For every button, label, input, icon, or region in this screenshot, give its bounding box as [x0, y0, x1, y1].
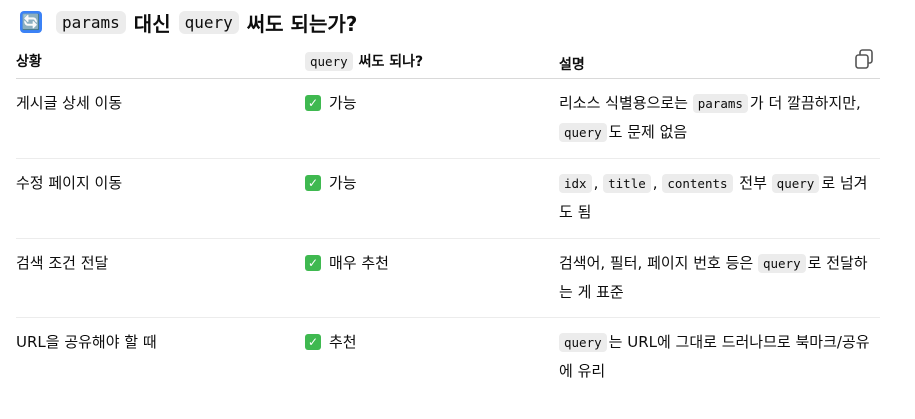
- usable-label: 매우 추천: [329, 254, 389, 272]
- heading-text-ok: 써도 되는가?: [246, 11, 358, 36]
- table-header-row: 상황 query 써도 되나? 설명: [16, 42, 880, 79]
- inline-code: query: [771, 174, 820, 193]
- inline-code: query: [559, 123, 607, 142]
- copy-icon: [855, 49, 873, 69]
- arrows-cycle-icon: 🔄: [20, 11, 42, 33]
- usable-label: 가능: [329, 94, 357, 112]
- table-row: 수정 페이지 이동 ✓ 가능 idx, title, contents 전부 quer…: [16, 159, 880, 239]
- cell-usable: ✓ 가능: [305, 172, 357, 194]
- table-row: URL을 공유해야 할 때 ✓ 추천 query 는 URL에 그대로 드러나므로 북마…: [16, 318, 880, 398]
- inline-code: contents: [662, 174, 733, 193]
- description-text: 로 넘겨도 됨: [559, 174, 868, 221]
- description-text: 도 문제 없음: [608, 123, 688, 141]
- header-usable: query 써도 되나?: [305, 51, 423, 71]
- header-situation: 상황: [16, 54, 42, 70]
- check-mark-icon: ✓: [305, 334, 321, 350]
- section-heading: 🔄 params 대신 query 써도 되는가?: [20, 7, 365, 37]
- cell-usable: ✓ 추천: [305, 331, 357, 353]
- cell-description: idx, title, contents 전부 query 로 넘겨도 됨: [559, 169, 879, 226]
- copy-table-button[interactable]: [853, 48, 875, 70]
- inline-code: params: [692, 94, 748, 113]
- description-text: 리소스 식별용으로는: [559, 94, 693, 112]
- usable-label: 추천: [329, 333, 357, 351]
- usable-label: 가능: [329, 174, 357, 192]
- cell-situation: 수정 페이지 이동: [16, 174, 123, 192]
- inline-code: query: [757, 254, 806, 273]
- header-description: 설명: [559, 57, 585, 73]
- heading-code-params: params: [56, 10, 126, 34]
- heading-code-query: query: [178, 10, 239, 34]
- cell-situation: URL을 공유해야 할 때: [16, 333, 157, 351]
- cell-situation: 검색 조건 전달: [16, 254, 109, 272]
- check-mark-icon: ✓: [305, 95, 321, 111]
- description-text: 검색어, 필터, 페이지 번호 등은: [559, 254, 758, 272]
- header-usable-code: query: [305, 51, 353, 71]
- cell-situation: 게시글 상세 이동: [16, 94, 123, 112]
- check-mark-icon: ✓: [305, 255, 321, 271]
- inline-code: query: [559, 333, 607, 352]
- header-usable-text: 써도 되나?: [358, 54, 424, 70]
- inline-code: title: [603, 174, 651, 193]
- description-text: 로 전달하는 게 표준: [559, 254, 868, 301]
- table-row: 게시글 상세 이동 ✓ 가능 리소스 식별용으로는 params 가 더 깔끔하지만, …: [16, 79, 880, 159]
- cell-description: 검색어, 필터, 페이지 번호 등은 query 로 전달하는 게 표준: [559, 249, 879, 306]
- comparison-table: 상황 query 써도 되나? 설명 게시글 상세 이동 ✓ 가능 리소스 식별용으로…: [16, 42, 880, 398]
- description-text: 가 더 깔끔하지만,: [749, 94, 861, 112]
- cell-description: query 는 URL에 그대로 드러나므로 북마크/공유에 유리: [559, 328, 879, 385]
- inline-code: idx: [559, 174, 592, 193]
- description-text: 는 URL에 그대로 드러나므로 북마크/공유에 유리: [559, 333, 870, 380]
- cell-description: 리소스 식별용으로는 params 가 더 깔끔하지만, query 도 문제 없음: [559, 89, 879, 147]
- table-row: 검색 조건 전달 ✓ 매우 추천 검색어, 필터, 페이지 번호 등은 query 로 …: [16, 239, 880, 318]
- description-text: ,: [593, 174, 604, 192]
- cell-usable: ✓ 가능: [305, 92, 357, 114]
- description-text: 전부: [734, 174, 772, 192]
- check-mark-icon: ✓: [305, 175, 321, 191]
- heading-text-instead: 대신: [133, 11, 171, 36]
- description-text: ,: [652, 174, 663, 192]
- cell-usable: ✓ 매우 추천: [305, 252, 389, 274]
